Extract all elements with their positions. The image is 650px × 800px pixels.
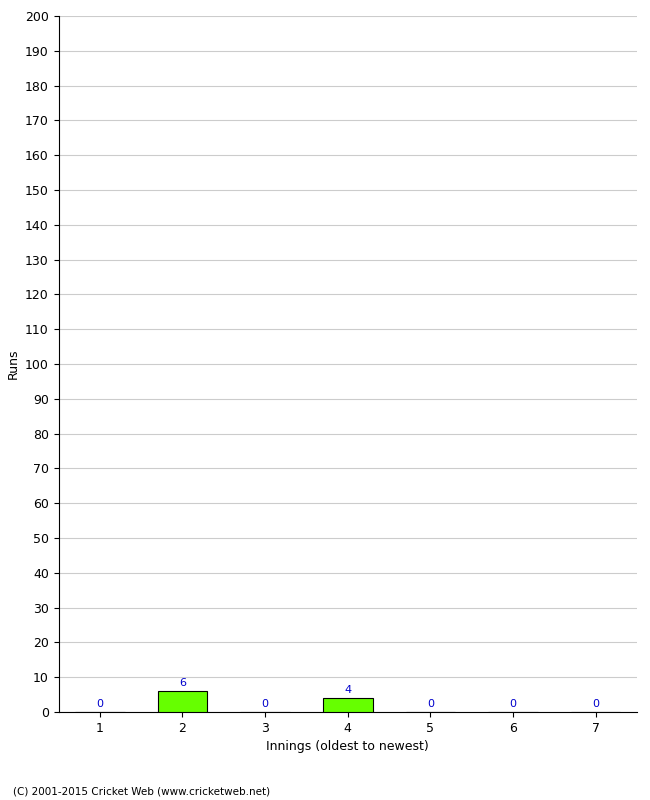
Bar [323,698,372,712]
Y-axis label: Runs: Runs [6,349,20,379]
Text: 0: 0 [592,699,599,710]
Text: 6: 6 [179,678,186,688]
Text: 0: 0 [96,699,103,710]
Text: 0: 0 [261,699,268,710]
Text: 0: 0 [510,699,517,710]
Text: (C) 2001-2015 Cricket Web (www.cricketweb.net): (C) 2001-2015 Cricket Web (www.cricketwe… [13,786,270,796]
Text: 4: 4 [344,686,351,695]
Text: 0: 0 [427,699,434,710]
X-axis label: Innings (oldest to newest): Innings (oldest to newest) [266,740,429,754]
Bar [158,691,207,712]
